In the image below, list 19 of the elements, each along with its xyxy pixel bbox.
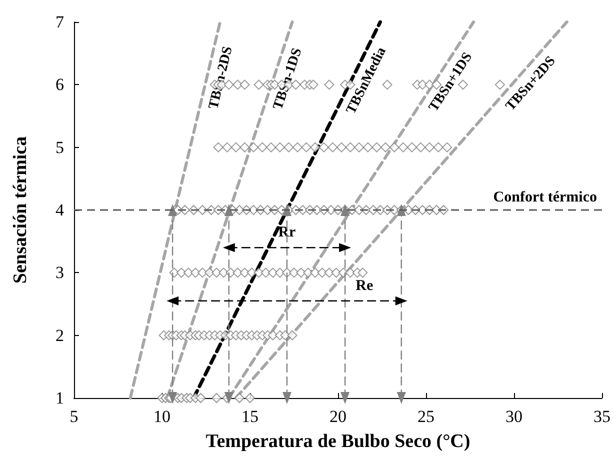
y-tick-label: 7 [56, 12, 64, 32]
y-tick-label: 3 [56, 263, 64, 282]
y-tick-label: 1 [56, 388, 64, 408]
y-axis-title: Sensación térmica [10, 136, 31, 284]
ref-line-label: Confort térmico [493, 190, 597, 206]
y-tick-label: 2 [56, 326, 64, 345]
x-tick-label: 30 [506, 407, 522, 426]
x-axis-title: Temperatura de Bulbo Seco (°C) [206, 431, 470, 452]
x-tick-label: 15 [242, 407, 258, 426]
y-tick-label: 4 [56, 200, 64, 220]
x-tick-label: 25 [418, 407, 434, 426]
x-tick-label: 10 [154, 407, 170, 426]
x-tick-label: 20 [330, 407, 346, 426]
y-tick-label: 6 [56, 75, 64, 94]
x-tick-label: 35 [594, 407, 610, 426]
text: TBSn-2DS [206, 44, 236, 111]
y-tick-label: 5 [56, 138, 64, 157]
x-tick-label: 5 [70, 407, 78, 426]
annotation: Re [356, 278, 374, 294]
